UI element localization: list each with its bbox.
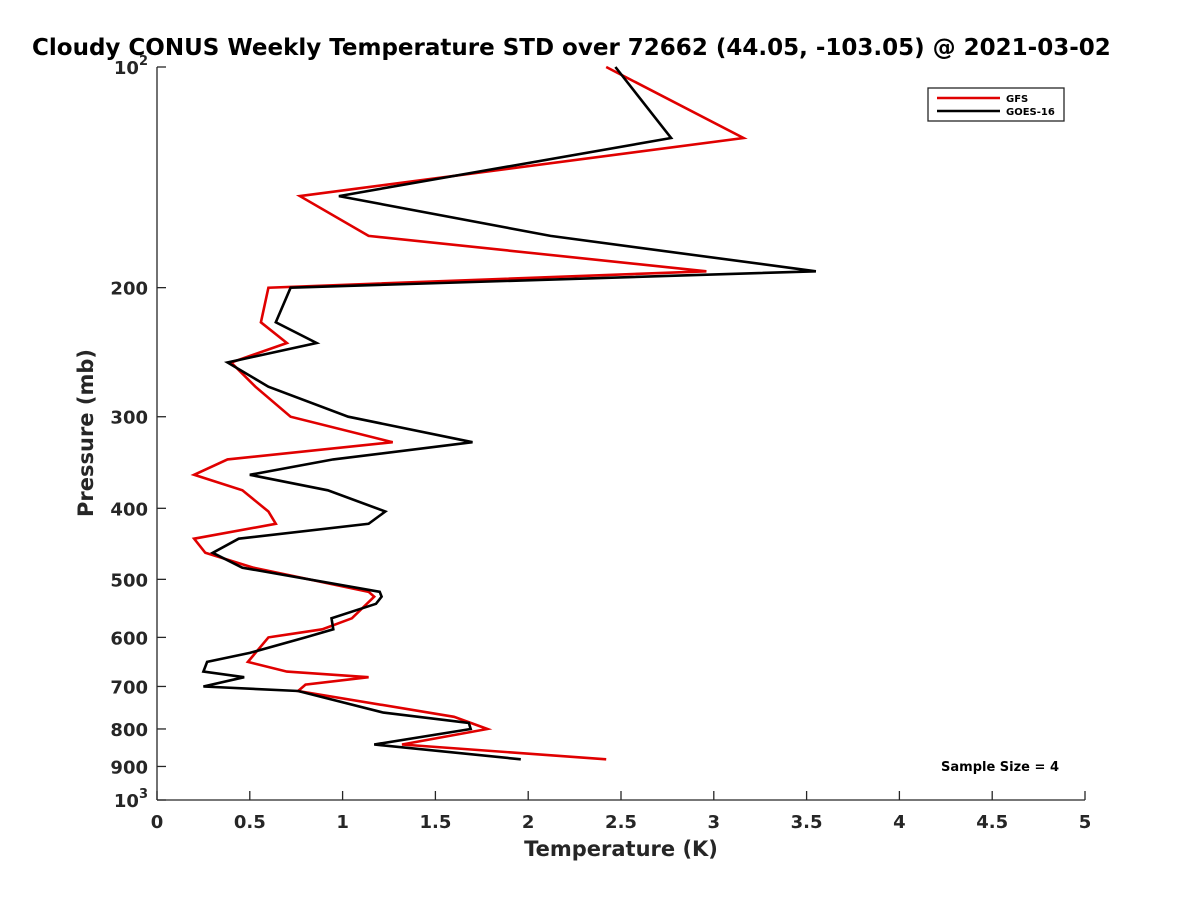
- x-tick-label: 3: [708, 812, 721, 833]
- y-tick-label: 800: [110, 720, 148, 741]
- legend-box: [927, 87, 1065, 122]
- y-tick-label: 400: [110, 499, 148, 520]
- x-tick-label: 2.5: [605, 812, 637, 833]
- x-tick-label: 1: [336, 812, 349, 833]
- y-tick-label: 103: [114, 787, 148, 812]
- axes: 0 0.5 1 1.5 2 2.5 3 3.5 4 4.5 5 102 200 300 400 500 600 7…: [110, 54, 1091, 833]
- y-tick-label: 500: [110, 570, 148, 591]
- y-tick-label: 300: [110, 408, 148, 429]
- legend-entry: GFS: [1006, 94, 1028, 105]
- x-tick-label: 1.5: [419, 812, 451, 833]
- y-tick-label: 600: [110, 628, 148, 649]
- sample-size-annotation: Sample Size = 4: [941, 760, 1059, 775]
- legend-entry: GOES-16: [1006, 107, 1055, 118]
- x-axis-label: Temperature (K): [524, 837, 718, 861]
- legend: GFS GOES-16: [927, 87, 1065, 122]
- y-tick-label: 102: [114, 54, 148, 79]
- y-tick-label: 700: [110, 677, 148, 698]
- y-tick-label: 200: [110, 279, 148, 300]
- chart-title: Cloudy CONUS Weekly Temperature STD over…: [32, 35, 1111, 61]
- series-line-1: [201, 66, 817, 761]
- series-group: [190, 65, 817, 761]
- x-tick-label: 0.5: [234, 812, 266, 833]
- x-tick-label: 3.5: [791, 812, 823, 833]
- x-tick-label: 0: [151, 812, 164, 833]
- y-axis-label: Pressure (mb): [74, 349, 98, 517]
- series-line-0: [190, 65, 748, 761]
- x-tick-label: 4: [893, 812, 906, 833]
- y-tick-label: 900: [110, 757, 148, 778]
- plot-area: [157, 67, 1085, 800]
- x-tick-label: 4.5: [976, 812, 1008, 833]
- x-tick-label: 5: [1079, 812, 1092, 833]
- x-tick-label: 2: [522, 812, 535, 833]
